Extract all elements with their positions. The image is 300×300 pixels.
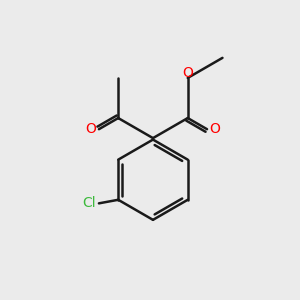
Text: O: O bbox=[210, 122, 220, 136]
Text: Cl: Cl bbox=[82, 196, 96, 210]
Text: O: O bbox=[182, 67, 193, 80]
Text: O: O bbox=[85, 122, 96, 136]
